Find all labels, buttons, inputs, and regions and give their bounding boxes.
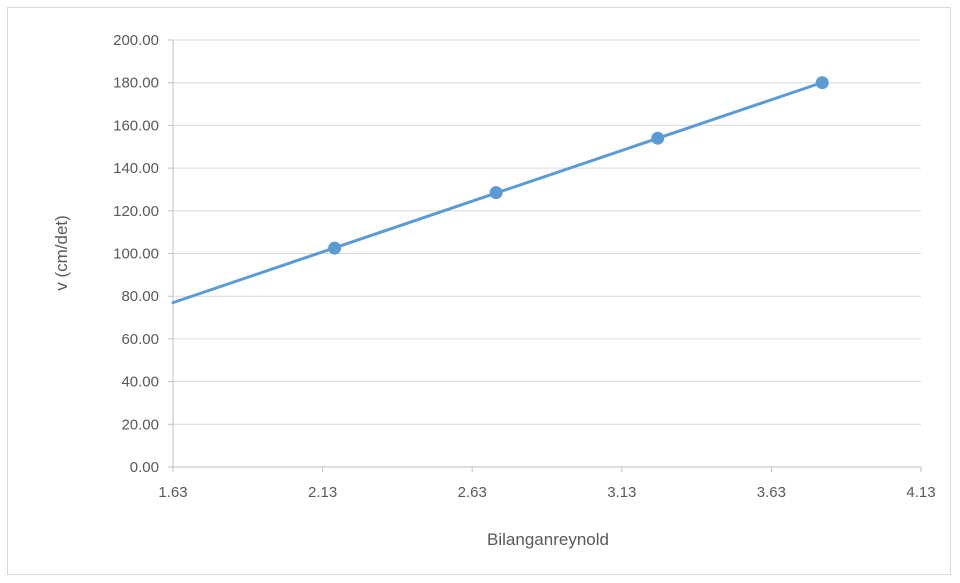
y-tick-label: 140.00 — [113, 160, 159, 177]
data-point — [489, 186, 503, 200]
y-tick-label: 60.00 — [121, 331, 159, 348]
y-tick-label: 200.00 — [113, 32, 159, 49]
y-tick-label: 20.00 — [121, 416, 159, 433]
x-tick-label: 2.63 — [458, 484, 487, 501]
data-point — [651, 131, 665, 145]
series-1 — [171, 76, 829, 305]
y-tick-label: 180.00 — [113, 75, 159, 92]
axes — [168, 39, 922, 472]
data-point — [328, 241, 342, 255]
x-tick-label: 2.13 — [308, 484, 337, 501]
y-tick-label: 100.00 — [113, 246, 159, 263]
y-tick-label: 80.00 — [121, 288, 159, 305]
tick-labels: 0.00 20.00 40.00 60.00 80.00 100.00 120.00 140.… — [113, 32, 935, 501]
x-tick-label: 4.13 — [906, 484, 935, 501]
chart-area: 0.00 20.00 40.00 60.00 80.00 100.00 120.00 140.… — [7, 7, 951, 575]
y-tick-label: 0.00 — [130, 459, 159, 476]
y-tick-label: 160.00 — [113, 117, 159, 134]
scatter-chart: 0.00 20.00 40.00 60.00 80.00 100.00 120.00 140.… — [52, 32, 936, 549]
x-tick-label: 1.63 — [158, 484, 187, 501]
y-tick-label: 40.00 — [121, 374, 159, 391]
x-tick-label: 3.13 — [607, 484, 636, 501]
x-axis-title: Bilanganreynold — [487, 530, 609, 549]
gridlines — [173, 39, 921, 425]
y-tick-label: 120.00 — [113, 203, 159, 220]
y-axis-title: v (cm/det) — [52, 215, 71, 291]
data-point — [815, 76, 829, 90]
x-tick-label: 3.63 — [757, 484, 786, 501]
